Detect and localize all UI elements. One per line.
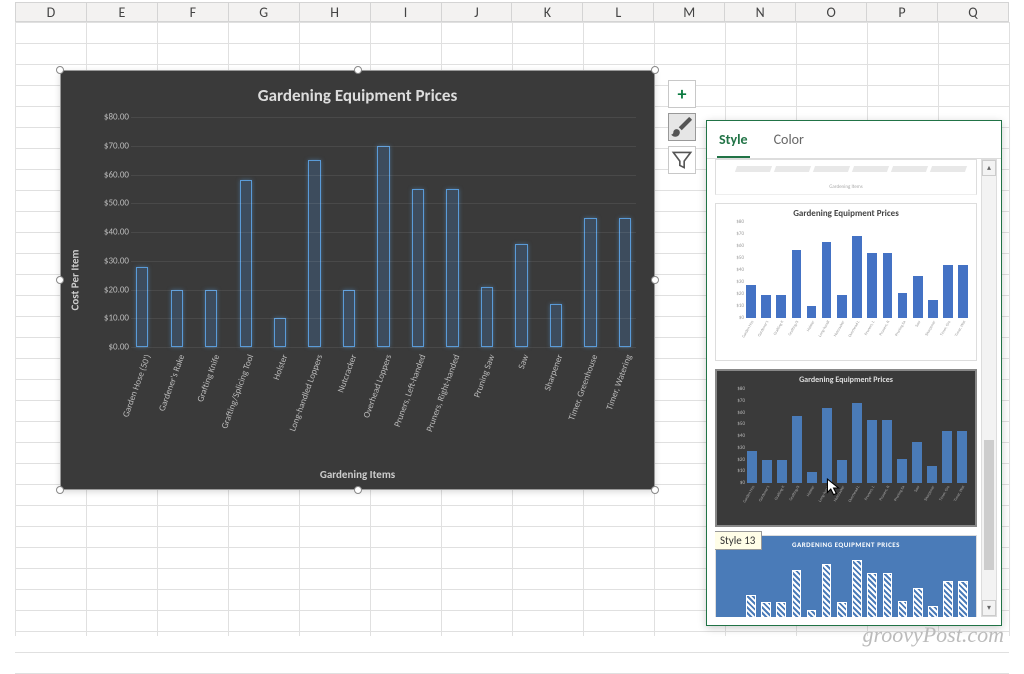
resize-handle[interactable] bbox=[354, 66, 362, 74]
column-header[interactable]: D bbox=[15, 3, 87, 21]
chart-side-buttons bbox=[668, 80, 696, 174]
tab-color[interactable]: Color bbox=[772, 127, 806, 158]
chart-bar[interactable] bbox=[377, 146, 389, 347]
resize-handle[interactable] bbox=[354, 486, 362, 494]
resize-handle[interactable] bbox=[56, 276, 64, 284]
plot-area[interactable] bbox=[131, 117, 636, 347]
watermark: groovyPost.com bbox=[862, 622, 1004, 648]
chart-styles-panel: Style Color Gardening Items Gardening Eq… bbox=[706, 120, 1002, 626]
chart-bar[interactable] bbox=[136, 267, 148, 348]
scroll-up-button[interactable]: ▴ bbox=[982, 160, 996, 176]
x-axis-labels: Garden Hose (50')Gardener's RakeGrafting… bbox=[131, 349, 636, 467]
chart-bar[interactable] bbox=[240, 180, 252, 347]
chart-object[interactable]: Gardening Equipment Prices Cost Per Item… bbox=[60, 70, 655, 490]
y-axis: $0.00$10.00$20.00$30.00$40.00$50.00$60.0… bbox=[95, 117, 131, 347]
brush-icon bbox=[669, 114, 695, 140]
chart-bar[interactable] bbox=[446, 189, 458, 347]
style-tooltip: Style 13 bbox=[715, 531, 762, 550]
cursor-icon bbox=[826, 478, 840, 498]
chart-bar[interactable] bbox=[515, 244, 527, 348]
column-header[interactable]: K bbox=[512, 3, 583, 21]
chart-title[interactable]: Gardening Equipment Prices bbox=[61, 71, 654, 114]
style-thumbnail[interactable]: Gardening Items bbox=[715, 159, 977, 195]
chart-bar[interactable] bbox=[274, 318, 286, 347]
column-header[interactable]: G bbox=[229, 3, 300, 21]
column-header[interactable]: I bbox=[371, 3, 442, 21]
chart-filters-button[interactable] bbox=[668, 146, 696, 174]
resize-handle[interactable] bbox=[651, 66, 659, 74]
thumb-title: Gardening Equipment Prices bbox=[716, 204, 976, 221]
resize-handle[interactable] bbox=[56, 66, 64, 74]
panel-tabs: Style Color bbox=[707, 121, 1001, 159]
column-header[interactable]: F bbox=[158, 3, 229, 21]
column-header[interactable]: Q bbox=[938, 3, 1009, 21]
resize-handle[interactable] bbox=[651, 276, 659, 284]
chart-bar[interactable] bbox=[619, 218, 631, 347]
column-header[interactable]: M bbox=[654, 3, 725, 21]
funnel-icon bbox=[669, 147, 695, 173]
panel-scrollbar[interactable]: ▴ ▾ bbox=[981, 159, 997, 617]
scroll-thumb[interactable] bbox=[984, 440, 994, 570]
column-header[interactable]: J bbox=[442, 3, 513, 21]
x-axis-label[interactable]: Gardening Items bbox=[61, 468, 654, 481]
column-header[interactable]: N bbox=[725, 3, 796, 21]
chart-bar[interactable] bbox=[584, 218, 596, 347]
style-thumbnail[interactable]: Gardening Equipment Prices $0$10$20$30$4… bbox=[715, 203, 977, 361]
chart-bar[interactable] bbox=[481, 287, 493, 347]
y-axis-label[interactable]: Cost Per Item bbox=[69, 249, 82, 310]
chart-bar[interactable] bbox=[550, 304, 562, 347]
scroll-down-button[interactable]: ▾ bbox=[982, 600, 996, 616]
chart-elements-button[interactable] bbox=[668, 80, 696, 108]
column-header[interactable]: L bbox=[583, 3, 654, 21]
column-header[interactable]: P bbox=[867, 3, 938, 21]
style-thumbnail-selected[interactable]: Gardening Equipment Prices $0$10$20$30$4… bbox=[715, 369, 977, 527]
thumb-title: Gardening Equipment Prices bbox=[717, 371, 975, 387]
column-headers-row: DEFGHIJKLMNOPQ bbox=[15, 2, 1009, 22]
column-header[interactable]: O bbox=[796, 3, 867, 21]
column-header[interactable]: E bbox=[87, 3, 158, 21]
column-header[interactable]: H bbox=[300, 3, 371, 21]
resize-handle[interactable] bbox=[651, 486, 659, 494]
style-list[interactable]: Gardening Items Gardening Equipment Pric… bbox=[715, 159, 977, 617]
tab-style[interactable]: Style bbox=[717, 127, 750, 158]
resize-handle[interactable] bbox=[56, 486, 64, 494]
chart-styles-button[interactable] bbox=[668, 113, 696, 141]
chart-bar[interactable] bbox=[412, 189, 424, 347]
